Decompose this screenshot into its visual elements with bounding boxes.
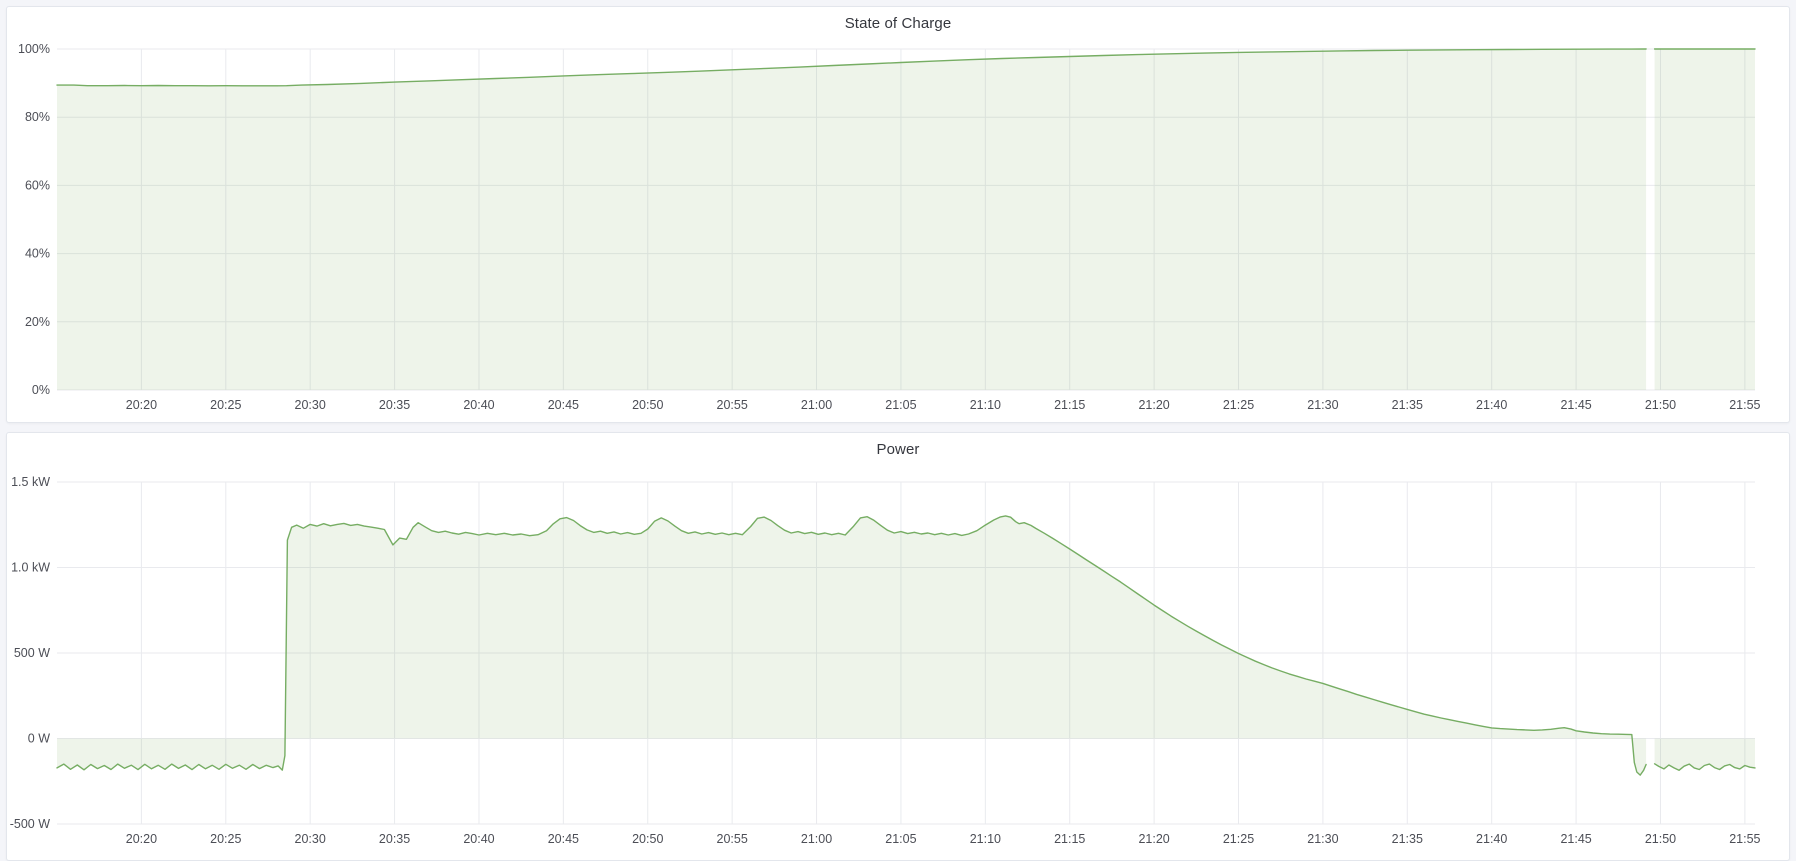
x-tick-label: 20:55 <box>717 398 748 412</box>
x-tick-label: 21:05 <box>885 832 916 846</box>
x-tick-label: 21:45 <box>1560 832 1591 846</box>
x-tick-label: 21:00 <box>801 832 832 846</box>
x-tick-label: 21:20 <box>1138 832 1169 846</box>
x-tick-label: 21:15 <box>1054 832 1085 846</box>
x-tick-label: 21:15 <box>1054 398 1085 412</box>
x-tick-label: 21:40 <box>1476 398 1507 412</box>
x-tick-label: 21:55 <box>1729 398 1760 412</box>
y-tick-label: 80% <box>25 110 50 124</box>
y-tick-label: -500 W <box>10 817 50 831</box>
y-tick-label: 1.0 kW <box>11 561 50 575</box>
x-tick-label: 21:35 <box>1392 832 1423 846</box>
x-tick-label: 20:45 <box>548 832 579 846</box>
x-tick-label: 20:20 <box>126 398 157 412</box>
x-tick-label: 21:25 <box>1223 398 1254 412</box>
x-tick-label: 21:35 <box>1392 398 1423 412</box>
series-line <box>56 48 1756 87</box>
x-tick-label: 21:25 <box>1223 832 1254 846</box>
series-area-fill <box>57 49 1755 390</box>
x-tick-label: 21:50 <box>1645 398 1676 412</box>
x-tick-label: 21:55 <box>1729 832 1760 846</box>
panel-state-of-charge: State of Charge 20:20 20:25 20:30 20:35 20:4… <box>6 6 1790 423</box>
y-tick-label: 0 W <box>28 732 50 746</box>
y-tick-label: 20% <box>25 315 50 329</box>
x-tick-label: 21:05 <box>885 398 916 412</box>
x-tick-label: 21:50 <box>1645 832 1676 846</box>
state-of-charge-chart[interactable]: 20:20 20:25 20:30 20:35 20:40 20:45 20:50 20:55… <box>7 7 1789 422</box>
panel-title-power[interactable]: Power <box>876 441 920 458</box>
panel-title-state-of-charge[interactable]: State of Charge <box>844 15 952 32</box>
x-tick-label: 20:25 <box>210 398 241 412</box>
x-tick-label: 21:10 <box>970 832 1001 846</box>
panel-power: Power 20:20 20:25 20:30 20:35 20:40 20:45 20:5… <box>6 432 1790 861</box>
x-tick-label: 20:40 <box>463 398 494 412</box>
x-tick-label: 21:30 <box>1307 832 1338 846</box>
x-tick-label: 20:55 <box>717 832 748 846</box>
power-chart[interactable]: 20:20 20:25 20:30 20:35 20:40 20:45 20:50 20:55… <box>7 433 1789 860</box>
x-tick-label: 20:50 <box>632 832 663 846</box>
x-tick-label: 20:50 <box>632 398 663 412</box>
y-tick-label: 1.5 kW <box>11 475 50 489</box>
x-tick-label: 21:20 <box>1138 398 1169 412</box>
series-line <box>56 515 1756 776</box>
y-tick-label: 0% <box>32 383 50 397</box>
x-tick-label: 21:40 <box>1476 832 1507 846</box>
series-area-fill <box>57 515 1755 776</box>
x-tick-label: 21:00 <box>801 398 832 412</box>
x-tick-label: 20:30 <box>295 832 326 846</box>
x-tick-label: 20:40 <box>463 832 494 846</box>
x-tick-label: 20:30 <box>295 398 326 412</box>
x-tick-label: 20:20 <box>126 832 157 846</box>
y-tick-label: 60% <box>25 178 50 192</box>
x-tick-label: 21:45 <box>1560 398 1591 412</box>
y-tick-label: 500 W <box>14 646 50 660</box>
x-tick-label: 20:25 <box>210 832 241 846</box>
x-tick-label: 21:10 <box>970 398 1001 412</box>
y-tick-label: 100% <box>18 42 50 56</box>
x-tick-label: 20:45 <box>548 398 579 412</box>
x-tick-label: 20:35 <box>379 398 410 412</box>
y-tick-label: 40% <box>25 247 50 261</box>
x-tick-label: 21:30 <box>1307 398 1338 412</box>
x-tick-label: 20:35 <box>379 832 410 846</box>
